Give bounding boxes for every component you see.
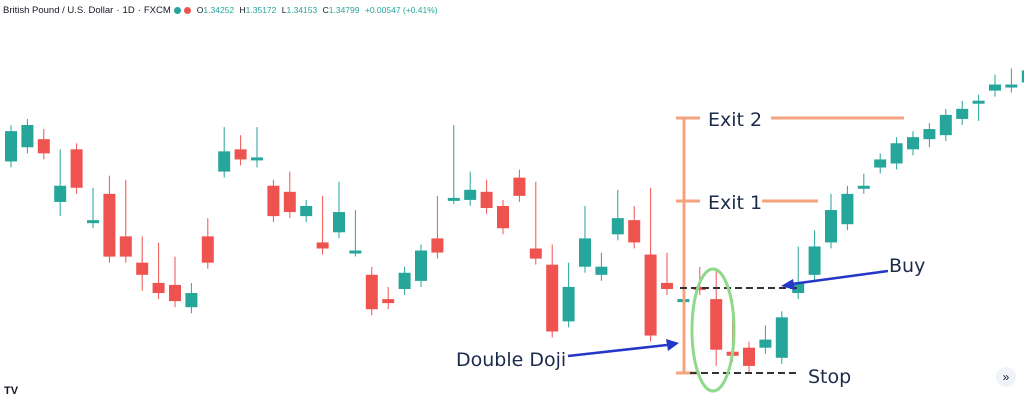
separator: · xyxy=(137,4,141,16)
candle-up xyxy=(398,272,411,289)
candle-up xyxy=(825,210,837,243)
candle-down xyxy=(693,286,706,290)
candle-down xyxy=(70,149,83,188)
candle-up xyxy=(349,250,362,254)
exchange-label: FXCM xyxy=(143,4,171,16)
candle-up xyxy=(857,185,870,189)
annotations-group: Exit 2 Exit 1 Buy Double Doji Stop xyxy=(456,109,925,393)
candle-down xyxy=(201,236,214,263)
candle-down xyxy=(529,248,542,259)
candle-up xyxy=(562,286,575,322)
candle-up xyxy=(808,246,821,275)
candle-up xyxy=(939,114,952,136)
candle-up xyxy=(595,266,608,275)
candle-down xyxy=(661,282,673,289)
stop-label: Stop xyxy=(808,366,851,388)
tradingview-logo-icon[interactable]: TV xyxy=(4,385,19,397)
candle-down xyxy=(119,236,132,257)
candle-up xyxy=(874,159,887,168)
separator: · xyxy=(116,4,120,16)
candle-down xyxy=(152,282,165,294)
candle-down xyxy=(169,284,181,302)
candle-up xyxy=(300,205,313,217)
candle-down xyxy=(710,299,723,350)
doji-arrow xyxy=(567,343,668,358)
candle-down xyxy=(431,238,444,253)
candle-up xyxy=(611,218,624,235)
candle-up xyxy=(333,212,345,233)
candle-up xyxy=(447,197,460,201)
candle-down xyxy=(382,299,395,304)
doji-arrowhead xyxy=(666,339,679,351)
candle-up xyxy=(989,84,1001,91)
candle-down xyxy=(628,220,641,243)
change-value: +0.00547 (+0.41%) xyxy=(364,5,438,15)
interval-label[interactable]: 1D xyxy=(122,4,135,16)
candle-down xyxy=(480,191,493,209)
data-status-icon xyxy=(183,6,191,14)
candle-up xyxy=(1005,84,1018,88)
candle-down xyxy=(513,177,526,196)
close-value: 1.34799 xyxy=(328,5,360,15)
candle-up xyxy=(1021,70,1024,83)
candle-up xyxy=(890,143,903,164)
candle-up xyxy=(923,129,936,140)
open-value: 1.34252 xyxy=(203,5,235,15)
chart-header: British Pound / U.S. Dollar · 1D · FXCM … xyxy=(3,3,438,17)
candle-up xyxy=(579,238,591,267)
candle-down xyxy=(546,264,559,332)
candle-up xyxy=(775,317,788,358)
candle-up xyxy=(21,125,34,148)
candle-up xyxy=(415,250,427,281)
candle-down xyxy=(267,185,280,217)
buy-label: Buy xyxy=(889,255,925,277)
double-doji-label: Double Doji xyxy=(456,349,566,371)
market-status-icon xyxy=(173,6,181,14)
candle-up xyxy=(251,157,263,161)
candle-down xyxy=(234,149,247,160)
candle-down xyxy=(497,205,509,229)
candle-down xyxy=(136,262,149,275)
buy-arrow xyxy=(791,269,889,286)
candles-group xyxy=(5,68,1024,372)
candle-up xyxy=(5,131,17,162)
candle-down xyxy=(37,139,50,154)
candle-up xyxy=(87,220,99,224)
candle-down xyxy=(283,191,296,213)
candle-up xyxy=(907,137,919,150)
high-value: 1.35172 xyxy=(245,5,277,15)
candle-up xyxy=(841,193,854,225)
low-value: 1.34153 xyxy=(286,5,318,15)
candle-up xyxy=(972,100,985,104)
candle-up xyxy=(185,293,198,308)
candle-down xyxy=(316,242,329,249)
scroll-to-latest-icon[interactable]: » xyxy=(996,367,1016,387)
candle-up xyxy=(759,339,772,348)
symbol-name[interactable]: British Pound / U.S. Dollar xyxy=(3,4,114,16)
candle-up xyxy=(54,185,67,202)
buy-arrowhead xyxy=(781,279,795,290)
candle-down xyxy=(365,274,378,310)
exit1-label: Exit 1 xyxy=(708,192,762,214)
candle-up xyxy=(956,108,969,119)
candle-up xyxy=(218,151,231,172)
candle-down xyxy=(644,254,657,336)
exit2-label: Exit 2 xyxy=(708,109,762,131)
candle-down xyxy=(103,193,116,257)
candle-up xyxy=(792,282,805,294)
candle-down xyxy=(743,347,755,366)
double-doji-circle xyxy=(690,267,736,393)
candle-up xyxy=(464,189,477,200)
ohlc-values: O1.34252 H1.35172 L1.34153 C1.34799 +0.0… xyxy=(196,5,438,15)
